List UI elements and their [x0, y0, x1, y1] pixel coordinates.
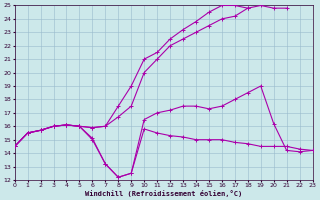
X-axis label: Windchill (Refroidissement éolien,°C): Windchill (Refroidissement éolien,°C)	[85, 190, 242, 197]
